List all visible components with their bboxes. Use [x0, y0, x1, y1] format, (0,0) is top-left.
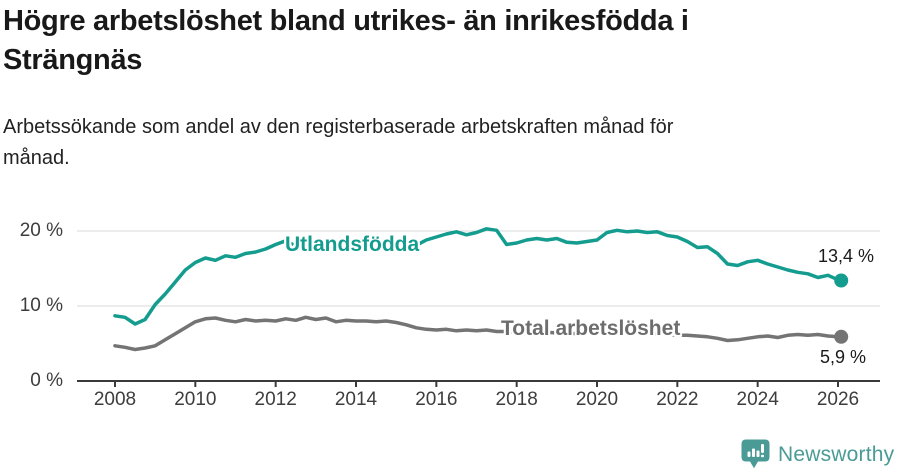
x-tick-label: 2022	[656, 389, 699, 410]
x-tick-label: 2024	[736, 389, 779, 410]
series-line-1	[113, 315, 843, 352]
x-tick-label: 2012	[254, 389, 297, 410]
series-line-0	[113, 227, 843, 326]
end-value-label-utlandsfodda: 13,4 %	[817, 246, 874, 266]
page-title: Högre arbetslöshet bland utrikes- än inr…	[3, 5, 689, 76]
x-tick-label: 2014	[334, 389, 378, 410]
chart-subtitle: Arbetssökande som andel av den registerb…	[3, 116, 674, 169]
footer: Newsworthy	[740, 438, 900, 474]
newsworthy-brand: Newsworthy	[740, 438, 900, 471]
x-tick-label: 2016	[415, 389, 458, 410]
x-tick-label: 2026	[816, 389, 860, 410]
series-end-dot-0	[834, 273, 849, 288]
y-tick-label: 10 %	[19, 295, 63, 316]
x-tick-label: 2020	[575, 389, 619, 410]
x-tick-label: 2008	[93, 389, 137, 410]
x-tick-label: 2010	[174, 389, 217, 410]
newsworthy-brand-text: Newsworthy	[778, 442, 895, 466]
x-tick-label: 2018	[495, 389, 538, 410]
series-label-total-arbetsloshet: Total arbetslöshet	[501, 317, 681, 340]
newsworthy-logo-icon	[741, 439, 770, 469]
series-label-utlandsfodda: Utlandsfödda	[285, 233, 420, 256]
end-value-label-total-arbetsloshet: 5,9 %	[819, 347, 866, 367]
y-tick-label: 20 %	[19, 220, 63, 241]
y-tick-label: 0 %	[30, 370, 63, 391]
series-end-dot-1	[834, 329, 849, 344]
